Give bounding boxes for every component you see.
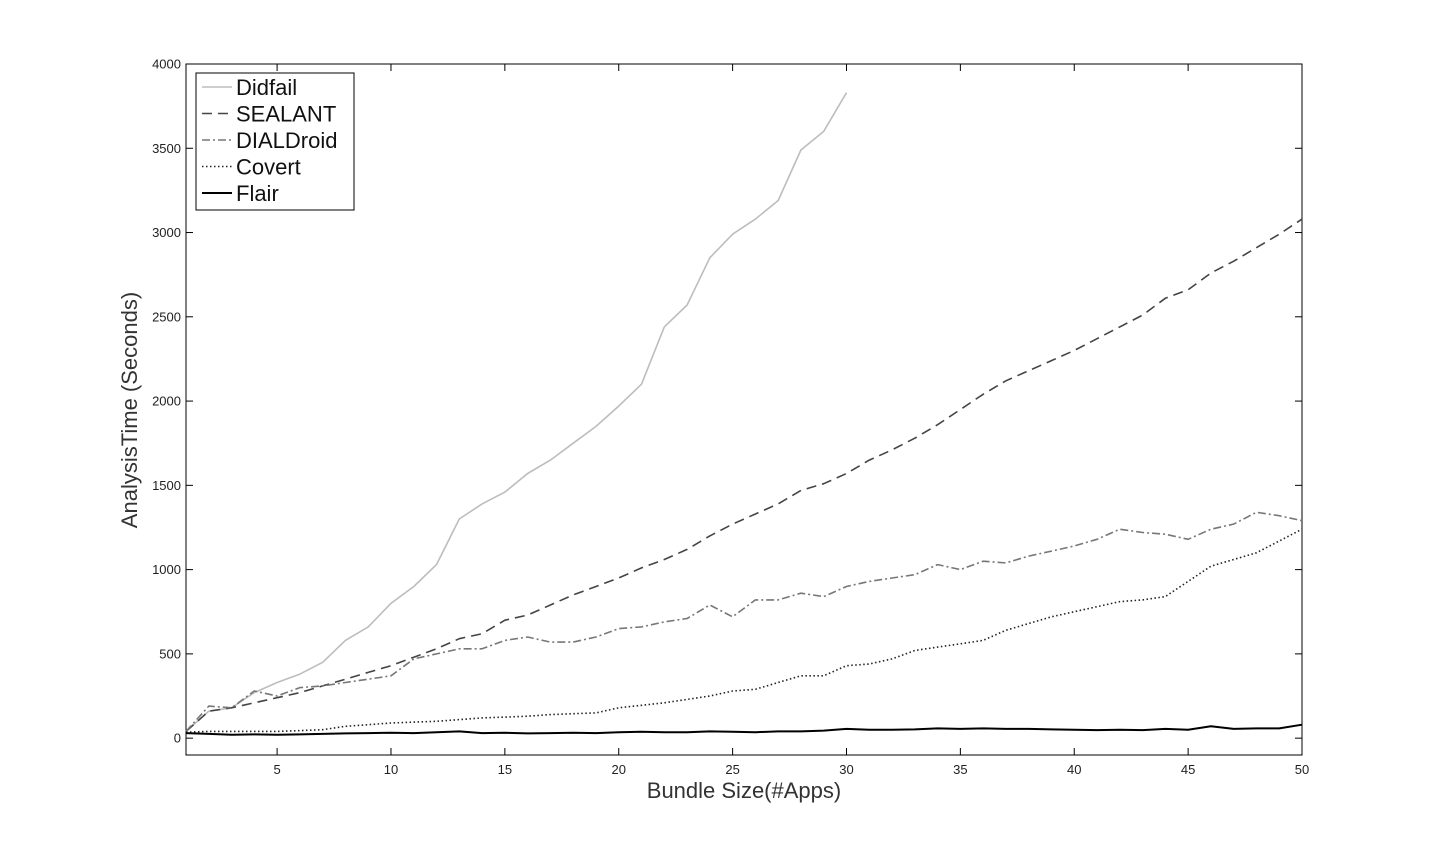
y-tick-label: 500 bbox=[159, 646, 181, 661]
series-line-dialdroid bbox=[185, 511, 1303, 732]
x-axis-title: Bundle Size(#Apps) bbox=[647, 778, 841, 803]
x-tick-label: 15 bbox=[498, 762, 512, 777]
x-tick-label: 10 bbox=[384, 762, 398, 777]
series-line-flair bbox=[185, 723, 1303, 736]
y-tick-label: 1000 bbox=[152, 562, 181, 577]
x-tick-label: 40 bbox=[1067, 762, 1081, 777]
y-tick-label: 3500 bbox=[152, 141, 181, 156]
y-tick-label: 2000 bbox=[152, 394, 181, 409]
legend-label-didfail: Didfail bbox=[236, 75, 297, 100]
tick-labels: 5 10 15 20 25 30 35 40 45 50050010001500200025003… bbox=[152, 57, 1309, 778]
series-lines bbox=[185, 92, 1303, 736]
legend-label-flair: Flair bbox=[236, 181, 279, 206]
series-line-sealant bbox=[185, 218, 1303, 732]
y-axis-title: AnalysisTime (Seconds) bbox=[117, 292, 142, 528]
x-tick-label: 30 bbox=[839, 762, 853, 777]
series-line-didfail bbox=[185, 92, 848, 732]
y-tick-label: 4000 bbox=[152, 57, 181, 72]
legend-label-covert: Covert bbox=[236, 155, 301, 180]
series-line-covert bbox=[185, 528, 1303, 733]
legend-label-dialdroid: DIALDroid bbox=[236, 128, 337, 153]
y-tick-label: 0 bbox=[174, 731, 181, 746]
legend-label-sealant: SEALANT bbox=[236, 102, 336, 127]
x-tick-label: 5 bbox=[273, 762, 280, 777]
legend-box bbox=[195, 72, 355, 211]
x-tick-label: 50 bbox=[1295, 762, 1309, 777]
y-tick-label: 2500 bbox=[152, 309, 181, 324]
axis-ticks bbox=[186, 63, 1303, 755]
x-tick-label: 20 bbox=[612, 762, 626, 777]
plot-area bbox=[185, 63, 1303, 756]
x-tick-label: 45 bbox=[1181, 762, 1195, 777]
x-tick-label: 35 bbox=[953, 762, 967, 777]
y-tick-label: 1500 bbox=[152, 478, 181, 493]
y-tick-label: 3000 bbox=[152, 225, 181, 240]
x-tick-label: 25 bbox=[725, 762, 739, 777]
